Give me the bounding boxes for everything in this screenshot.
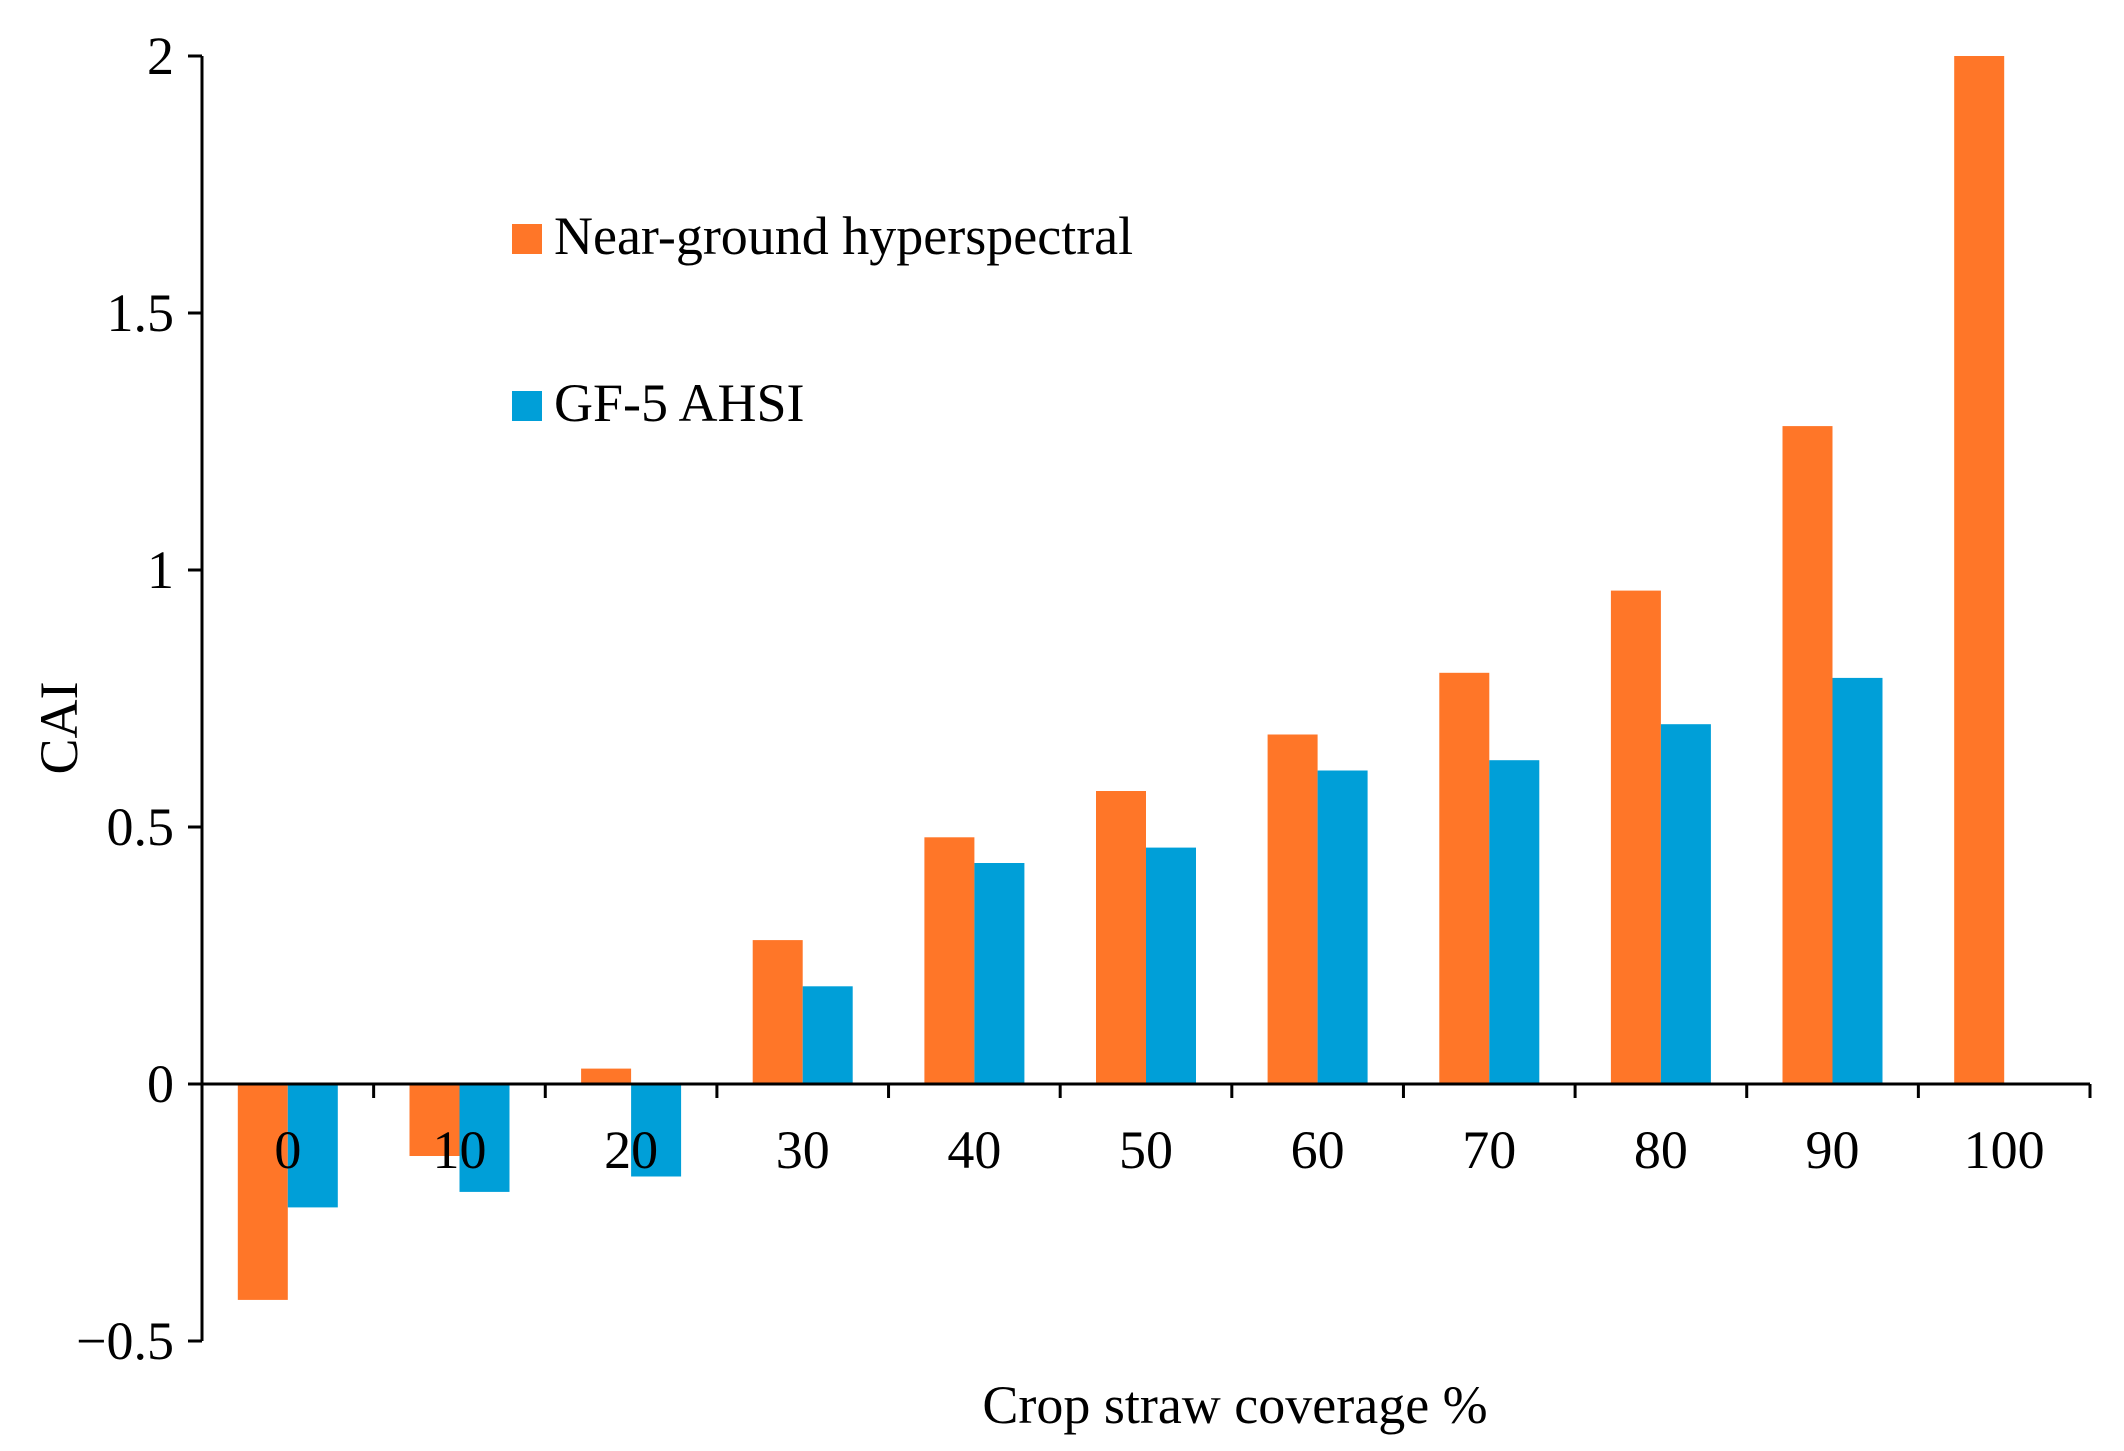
x-tick-label: 60 — [1291, 1120, 1345, 1180]
bar-near-ground-90 — [1782, 426, 1833, 1085]
legend-swatch-gf5-ahsi — [512, 391, 542, 421]
bar-near-ground-100 — [1954, 56, 2005, 1084]
bar-gf5-ahsi-10 — [459, 1084, 510, 1192]
bar-near-ground-50 — [1096, 791, 1146, 1084]
bar-near-ground-0 — [237, 1084, 288, 1300]
y-tick-label: 0 — [147, 1054, 174, 1114]
bar-gf5-ahsi-40 — [974, 863, 1025, 1084]
x-axis-title: Crop straw coverage % — [982, 1375, 1487, 1435]
x-tick-label: 70 — [1462, 1120, 1516, 1180]
y-tick-label: 1.5 — [107, 283, 175, 343]
bar-near-ground-10 — [409, 1084, 460, 1156]
bar-near-ground-60 — [1267, 734, 1318, 1084]
bar-gf5-ahsi-80 — [1660, 724, 1711, 1084]
bar-gf5-ahsi-30 — [802, 986, 853, 1084]
legend-label-gf5-ahsi: GF-5 AHSI — [554, 373, 805, 433]
x-tick-label: 10 — [432, 1120, 486, 1180]
bar-gf5-ahsi-0 — [287, 1084, 338, 1208]
bar-near-ground-80 — [1610, 590, 1661, 1084]
bar-near-ground-40 — [924, 837, 975, 1084]
legend: Near-ground hyperspectral GF-5 AHSI — [512, 206, 1133, 433]
y-tick-label: −0.5 — [76, 1311, 174, 1371]
x-tick-label: 0 — [274, 1120, 301, 1180]
bar-gf5-ahsi-70 — [1489, 760, 1540, 1084]
y-axis-title: CAI — [29, 682, 89, 775]
bar-near-ground-70 — [1439, 672, 1490, 1084]
legend-swatch-near-ground — [512, 224, 542, 254]
x-tick-label: 40 — [947, 1120, 1001, 1180]
axes-layer: −0.500.511.520 10 20 30 40 50 60 70 80 90 100 — [76, 26, 2092, 1371]
x-tick-label: 30 — [776, 1120, 830, 1180]
bars-layer — [237, 56, 2005, 1300]
bar-gf5-ahsi-20 — [631, 1084, 682, 1177]
x-tick-label: 100 — [1964, 1120, 2045, 1180]
bar-gf5-ahsi-50 — [1146, 847, 1196, 1084]
x-tick-label: 20 — [604, 1120, 658, 1180]
bar-near-ground-30 — [752, 940, 803, 1084]
y-tick-label: 0.5 — [107, 797, 175, 857]
legend-label-near-ground: Near-ground hyperspectral — [554, 206, 1133, 266]
bar-gf5-ahsi-90 — [1832, 677, 1883, 1084]
x-tick-label: 90 — [1806, 1120, 1860, 1180]
bar-near-ground-20 — [581, 1068, 632, 1084]
x-tick-label: 50 — [1119, 1120, 1173, 1180]
x-tick-label: 80 — [1634, 1120, 1688, 1180]
y-tick-label: 2 — [147, 26, 174, 86]
y-tick-label: 1 — [147, 540, 174, 600]
bar-gf5-ahsi-60 — [1317, 770, 1368, 1084]
